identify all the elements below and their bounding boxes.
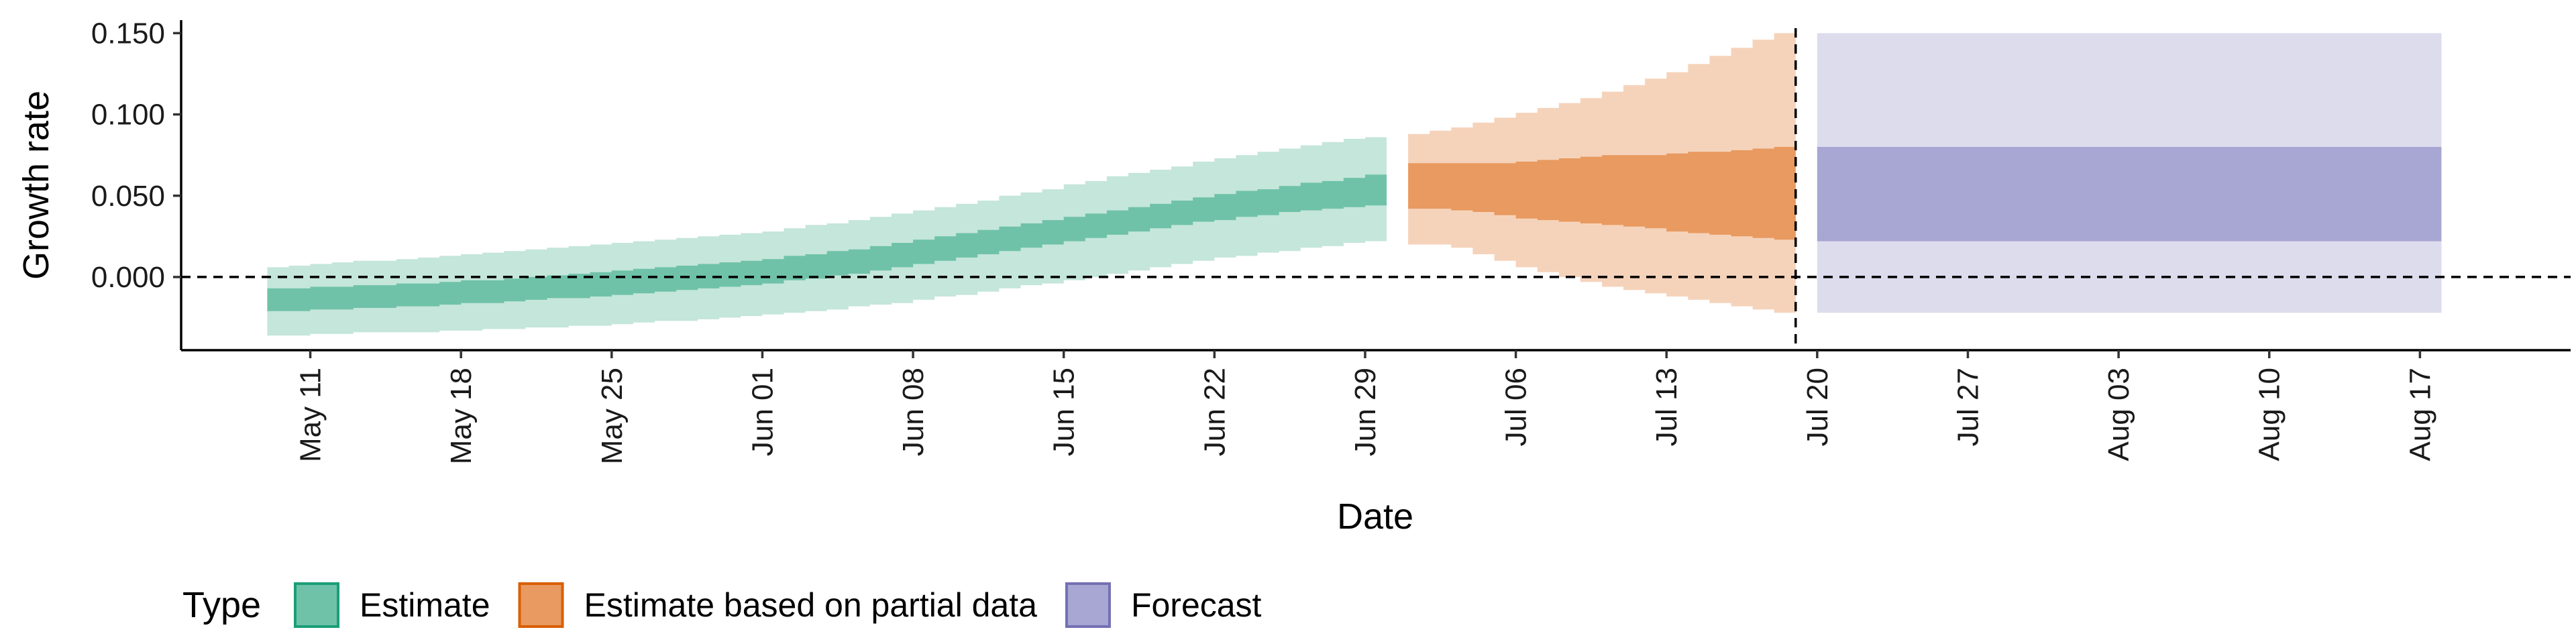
- x-tick-label: Jun 29: [1349, 368, 1382, 456]
- x-tick-label: Jul 06: [1500, 368, 1533, 446]
- series-0: [267, 137, 1387, 336]
- reference-lines: [181, 28, 2571, 350]
- x-tick-label: Aug 03: [2102, 368, 2135, 461]
- y-tick-label: 0.000: [91, 261, 165, 294]
- band-50-series-0: [267, 174, 1387, 311]
- legend-swatch: [294, 582, 339, 628]
- legend-label: Forecast: [1131, 586, 1262, 624]
- legend-item-1: Estimate based on partial data: [518, 582, 1038, 628]
- x-tick-label: Aug 10: [2253, 368, 2286, 461]
- legend: Type Estimate Estimate based on partial da…: [182, 582, 1262, 628]
- tick-labels: 0.000 0.050 0.100 0.150 May 11 May 18 May 25 Ju…: [91, 17, 2436, 464]
- series-2: [1817, 33, 2442, 313]
- ribbon-layer: [267, 33, 2442, 336]
- x-tick-label: Jun 22: [1198, 368, 1231, 456]
- x-tick-label: Aug 17: [2404, 368, 2436, 461]
- y-tick-label: 0.150: [91, 17, 165, 50]
- y-axis-title: Growth rate: [16, 91, 56, 280]
- x-tick-label: Jul 20: [1801, 368, 1834, 446]
- y-tick-label: 0.050: [91, 180, 165, 213]
- legend-item-2: Forecast: [1065, 582, 1262, 628]
- band-50-series-2: [1817, 147, 2442, 241]
- legend-swatch: [1065, 582, 1111, 628]
- series-1: [1408, 33, 1796, 313]
- x-tick-label: Jul 13: [1650, 368, 1683, 446]
- legend-title: Type: [182, 585, 261, 625]
- x-tick-label: May 18: [445, 368, 478, 464]
- x-tick-label: Jun 01: [746, 368, 779, 456]
- legend-label: Estimate based on partial data: [584, 586, 1038, 624]
- x-tick-label: Jul 27: [1951, 368, 1984, 446]
- axes: [173, 20, 2571, 358]
- x-tick-label: Jun 08: [897, 368, 930, 456]
- x-tick-label: May 25: [596, 368, 629, 464]
- legend-item-0: Estimate: [294, 582, 490, 628]
- legend-swatch: [518, 582, 564, 628]
- x-axis-title: Date: [1337, 496, 1413, 537]
- y-tick-label: 0.100: [91, 99, 165, 131]
- legend-label: Estimate: [360, 586, 490, 624]
- x-tick-label: Jun 15: [1048, 368, 1081, 456]
- x-tick-label: May 11: [294, 368, 327, 462]
- band-50-series-1: [1408, 147, 1796, 240]
